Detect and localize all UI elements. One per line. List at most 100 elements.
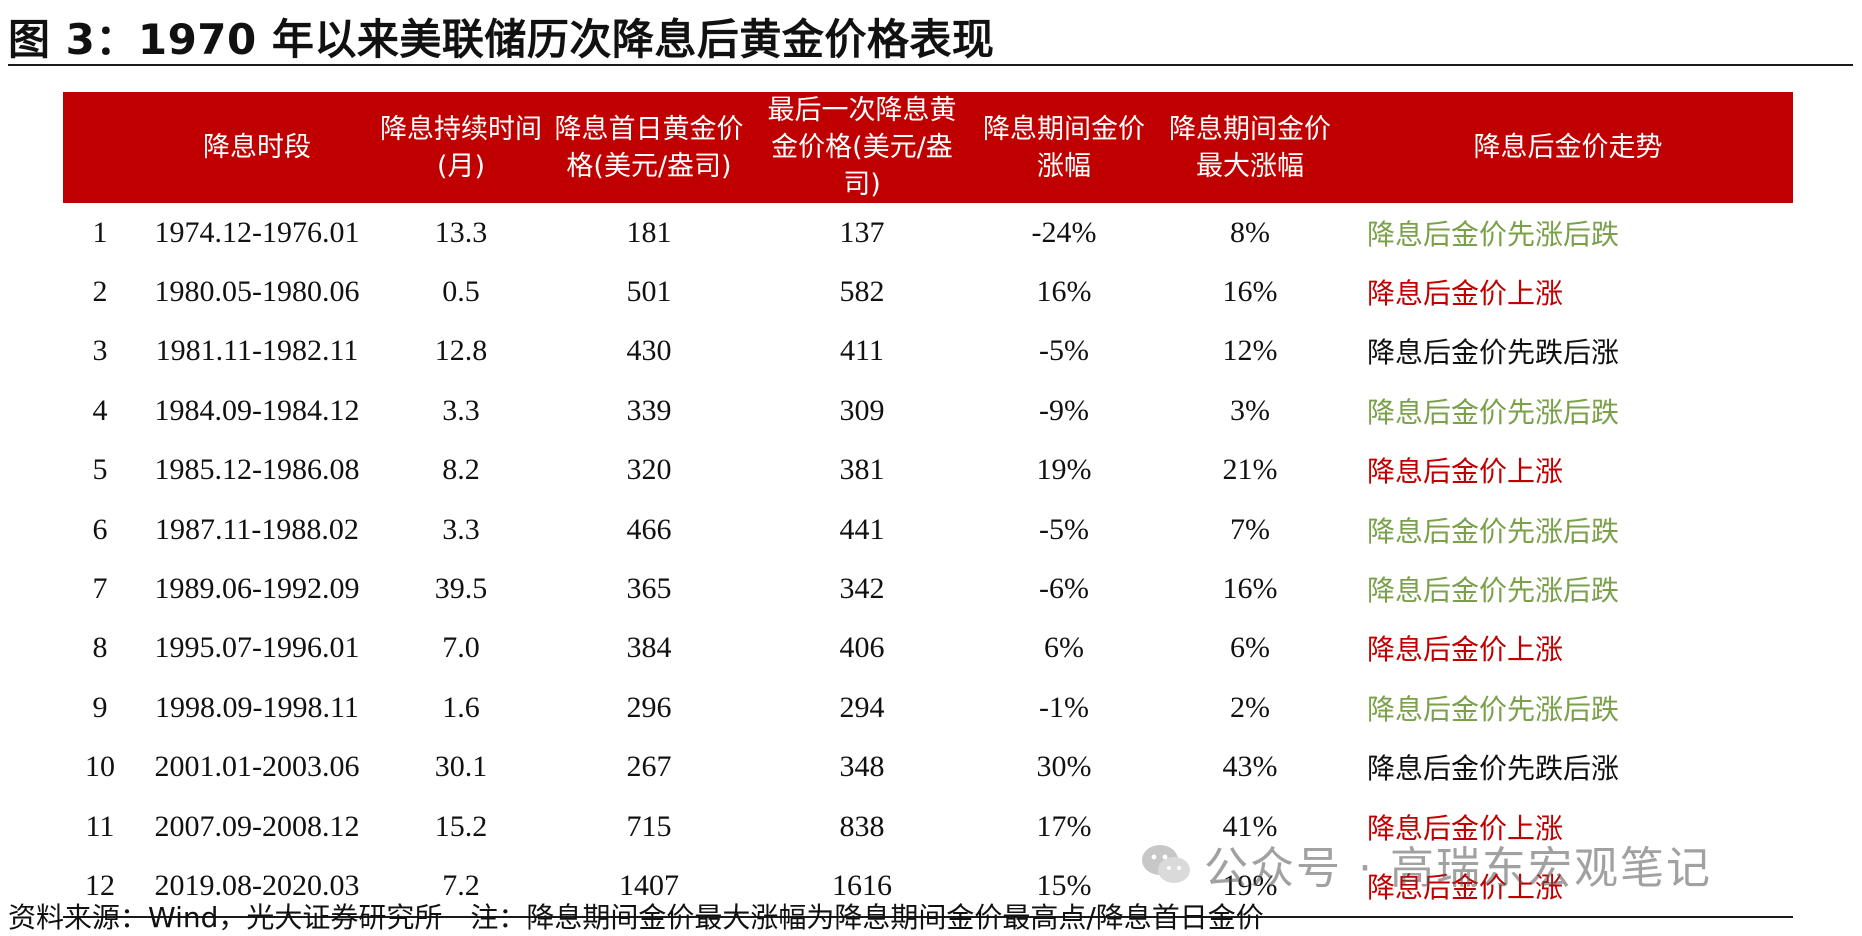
cell-trend: 降息后金价先跌后涨 xyxy=(1367,752,1620,786)
source-footnote: 资料来源：Wind，光大证券研究所 注：降息期间金价最大涨幅为降息期间金价最高点… xyxy=(8,901,1264,934)
cell-period: 1981.11-1982.11 xyxy=(155,334,359,368)
cell-trend: 降息后金价上涨 xyxy=(1367,811,1564,845)
table-row: 6 1987.11-1988.02 3.3 466 441 -5% 7% 降息后金价先涨后跌 xyxy=(63,500,1793,559)
cell-last-cut-price: 411 xyxy=(840,334,884,368)
cell-index: 7 xyxy=(92,572,108,606)
cell-period: 1989.06-1992.09 xyxy=(154,572,360,606)
cell-period: 2001.01-2003.06 xyxy=(154,750,360,784)
cell-first-day-price: 365 xyxy=(626,572,672,606)
table-row: 2 1980.05-1980.06 0.5 501 582 16% 16% 降息后金价上涨 xyxy=(63,262,1793,321)
cell-period-change: 16% xyxy=(1036,275,1092,309)
cell-last-cut-price: 582 xyxy=(839,275,885,309)
cell-first-day-price: 466 xyxy=(626,512,672,546)
cell-first-day-price: 339 xyxy=(626,393,672,427)
cell-period-change: -9% xyxy=(1039,393,1089,427)
cell-max-gain: 16% xyxy=(1222,275,1278,309)
cell-period-change: -5% xyxy=(1039,334,1089,368)
cell-max-gain: 3% xyxy=(1230,393,1270,427)
title-divider xyxy=(8,64,1853,66)
cell-duration: 7.2 xyxy=(377,856,545,918)
rate-cut-gold-table: 降息时段 降息持续时间(月) 降息首日黄金价格(美元/盎司) 最后一次降息黄金价… xyxy=(63,92,1793,918)
cell-period: 1995.07-1996.01 xyxy=(154,631,360,665)
cell-duration: 15.2 xyxy=(434,809,488,843)
cell-trend: 降息后金价上涨 xyxy=(1367,633,1564,667)
cell-first-day-price: 384 xyxy=(626,631,672,665)
cell-index: 5 xyxy=(92,453,108,487)
cell-period-change: -1% xyxy=(1039,690,1089,724)
table-row: 11 2007.09-2008.12 15.2 715 838 17% 41% 降息后金价上涨 xyxy=(63,797,1793,856)
cell-first-day-price: 715 xyxy=(626,809,672,843)
cell-index: 1 xyxy=(92,215,108,249)
cell-period: 1980.05-1980.06 xyxy=(154,275,360,309)
cell-duration: 13.3 xyxy=(434,215,488,249)
header-duration: 降息持续时间(月) xyxy=(377,92,545,203)
cell-index: 12 xyxy=(63,856,137,918)
cell-last-cut-price: 381 xyxy=(839,453,885,487)
cell-max-gain: 6% xyxy=(1230,631,1270,665)
cell-period-change: 19% xyxy=(1036,453,1092,487)
cell-trend: 降息后金价先涨后跌 xyxy=(1367,395,1620,429)
cell-first-day-price: 267 xyxy=(626,750,672,784)
cell-max-gain: 16% xyxy=(1222,572,1278,606)
cell-max-gain: 8% xyxy=(1230,215,1270,249)
cell-last-cut-price: 406 xyxy=(839,631,885,665)
table-row: 4 1984.09-1984.12 3.3 339 309 -9% 3% 降息后金价先涨后跌 xyxy=(63,381,1793,440)
cell-first-day-price: 430 xyxy=(626,334,672,368)
header-period: 降息时段 xyxy=(137,92,377,203)
cell-period: 1984.09-1984.12 xyxy=(154,393,360,427)
cell-duration: 0.5 xyxy=(442,275,480,309)
cell-index: 2 xyxy=(92,275,108,309)
cell-duration: 12.8 xyxy=(434,334,488,368)
cell-trend: 降息后金价上涨 xyxy=(1367,277,1564,311)
cell-index: 4 xyxy=(92,393,108,427)
table-row: 1 1974.12-1976.01 13.3 181 137 -24% 8% 降息后金价先涨后… xyxy=(63,203,1793,262)
table-row: 8 1995.07-1996.01 7.0 384 406 6% 6% 降息后金价上涨 xyxy=(63,619,1793,678)
cell-trend: 降息后金价先涨后跌 xyxy=(1367,692,1620,726)
cell-period: 1985.12-1986.08 xyxy=(154,453,360,487)
cell-first-day-price: 1407 xyxy=(545,856,753,918)
table-row: 7 1989.06-1992.09 39.5 365 342 -6% 16% 降息后金价先涨后… xyxy=(63,559,1793,618)
table-row: 3 1981.11-1982.11 12.8 430 411 -5% 12% 降息后金价先跌后… xyxy=(63,322,1793,381)
header-index xyxy=(63,92,137,203)
cell-index: 9 xyxy=(92,690,108,724)
cell-index: 10 xyxy=(85,750,115,784)
cell-trend: 降息后金价先涨后跌 xyxy=(1367,514,1620,548)
cell-period: 2007.09-2008.12 xyxy=(154,809,360,843)
header-first-day-price: 降息首日黄金价格(美元/盎司) xyxy=(545,92,753,203)
cell-duration: 1.6 xyxy=(442,690,480,724)
cell-duration: 30.1 xyxy=(434,750,488,784)
cell-period: 1987.11-1988.02 xyxy=(155,512,359,546)
cell-trend: 降息后金价先涨后跌 xyxy=(1367,574,1620,608)
figure-title: 图 3：1970 年以来美联储历次降息后黄金价格表现 xyxy=(8,15,995,64)
header-max-gain: 降息期间金价最大涨幅 xyxy=(1157,92,1343,203)
cell-last-cut-price: 441 xyxy=(839,512,885,546)
cell-first-day-price: 181 xyxy=(626,215,672,249)
cell-first-day-price: 320 xyxy=(626,453,672,487)
cell-period-change: -24% xyxy=(1031,215,1097,249)
cell-trend: 降息后金价上涨 xyxy=(1367,455,1564,489)
cell-period-change: -6% xyxy=(1039,572,1089,606)
cell-last-cut-price: 838 xyxy=(839,809,885,843)
cell-period: 2019.08-2020.03 xyxy=(137,856,377,918)
cell-last-cut-price: 348 xyxy=(839,750,885,784)
cell-index: 6 xyxy=(92,512,108,546)
table-row: 12 2019.08-2020.03 7.2 1407 1616 15% 19% 降息后金价上… xyxy=(63,856,1793,918)
cell-period-change: 6% xyxy=(1044,631,1084,665)
cell-max-gain: 2% xyxy=(1230,690,1270,724)
cell-period-change: 17% xyxy=(1036,809,1092,843)
cell-max-gain: 12% xyxy=(1222,334,1278,368)
header-period-change: 降息期间金价涨幅 xyxy=(971,92,1157,203)
cell-first-day-price: 501 xyxy=(626,275,672,309)
cell-period: 1974.12-1976.01 xyxy=(154,215,360,249)
cell-period-change: -5% xyxy=(1039,512,1089,546)
cell-duration: 3.3 xyxy=(442,393,480,427)
cell-last-cut-price: 309 xyxy=(839,393,885,427)
cell-trend: 降息后金价先跌后涨 xyxy=(1367,336,1620,370)
cell-duration: 39.5 xyxy=(434,572,488,606)
cell-last-cut-price: 137 xyxy=(839,215,885,249)
cell-max-gain: 41% xyxy=(1222,809,1278,843)
cell-duration: 7.0 xyxy=(442,631,480,665)
cell-max-gain: 7% xyxy=(1230,512,1270,546)
cell-index: 3 xyxy=(92,334,108,368)
cell-index: 11 xyxy=(85,809,115,843)
